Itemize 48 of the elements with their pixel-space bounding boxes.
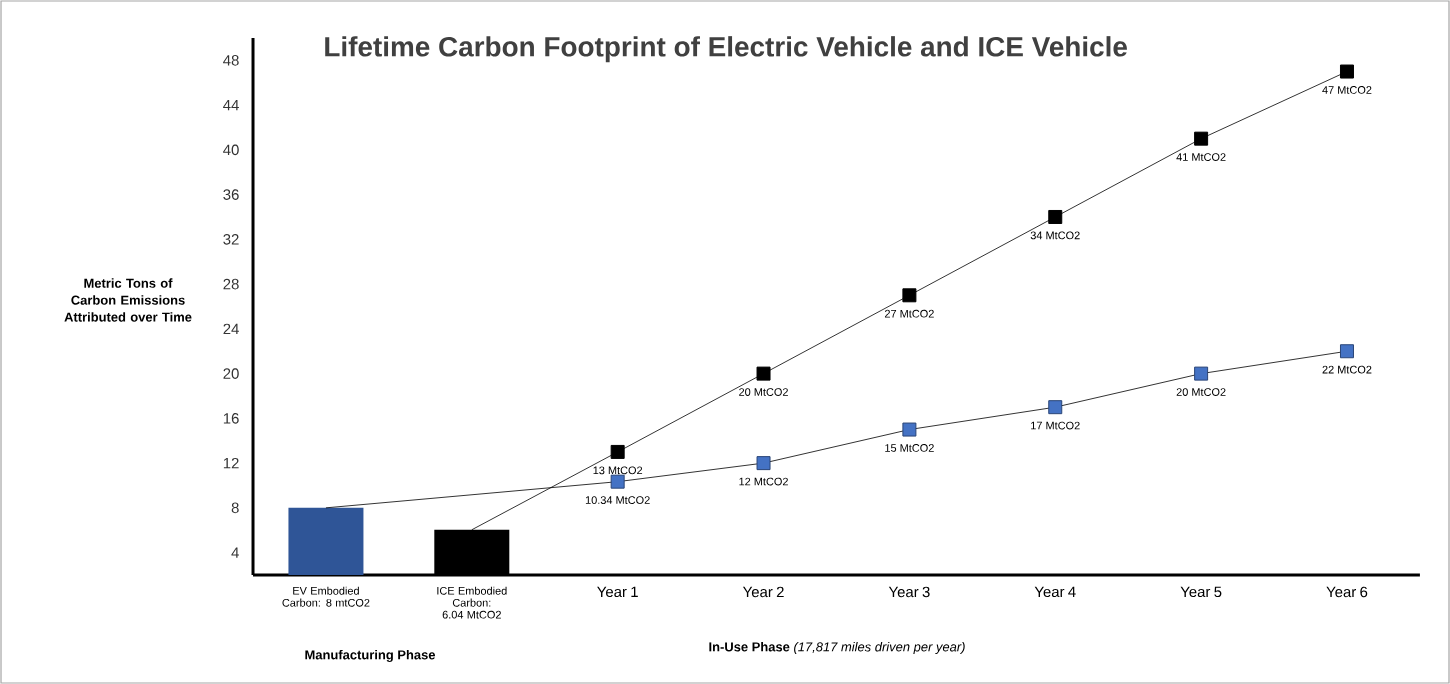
point xyxy=(902,422,917,437)
x-tick-label: Year 6 xyxy=(1326,586,1368,598)
text: In-Use Phase (17,817 miles driven per year) xyxy=(709,641,965,655)
point xyxy=(1048,400,1063,415)
point xyxy=(610,444,625,459)
x-tick-label: Year 3 xyxy=(888,586,930,598)
data-label: 27 MtCO2 xyxy=(884,309,934,318)
data-label: 15 MtCO2 xyxy=(885,444,934,452)
x-tick-label: Year 4 xyxy=(1034,586,1076,598)
x-tick-label: ICE Embodied Carbon: 6.04 MtCO2 xyxy=(437,586,507,619)
data-label: 10.34 MtCO2 xyxy=(585,496,650,504)
point xyxy=(756,366,771,381)
y-tick-label: 32 xyxy=(223,234,239,245)
point xyxy=(1194,131,1209,146)
y-tick-label: 36 xyxy=(223,189,239,200)
point xyxy=(610,474,625,489)
x-tick-label: EV Embodied Carbon: 8 mtCO2 xyxy=(282,586,370,607)
y-tick-label: 8 xyxy=(231,502,239,514)
y-tick-label: 48 xyxy=(223,55,239,66)
y-tick-label: 12 xyxy=(223,457,239,469)
chart-title: Lifetime Carbon Footprint of Electric Vehicle and ICE Vehicle xyxy=(325,36,1127,63)
data-label: 34 MtCO2 xyxy=(1030,231,1080,240)
point xyxy=(902,288,917,303)
y-tick-label: 20 xyxy=(223,368,239,379)
x-tick-label: Year 1 xyxy=(597,586,638,598)
y-tick-label: 4 xyxy=(231,547,239,558)
point xyxy=(1194,366,1209,381)
point xyxy=(1339,64,1354,79)
point xyxy=(1048,209,1063,224)
y-tick-label: 28 xyxy=(223,278,239,290)
text: Manufacturing Phase xyxy=(305,649,436,663)
x-tick-label: Year 2 xyxy=(742,586,784,598)
y-axis-title: Metric Tons of Carbon Emissions Attributed over Time xyxy=(64,278,192,322)
y-tick-label: 24 xyxy=(223,323,239,335)
data-label: 13 MtCO2 xyxy=(593,466,643,475)
y-tick-label: 16 xyxy=(223,413,239,424)
data-label: 20 MtCO2 xyxy=(1176,388,1226,396)
x-tick-label: Year 5 xyxy=(1180,586,1222,598)
data-label: 41 MtCO2 xyxy=(1176,153,1226,161)
data-label: 17 MtCO2 xyxy=(1031,421,1080,430)
data-label: 22 MtCO2 xyxy=(1322,365,1372,374)
point xyxy=(1339,344,1354,359)
data-label: 47 MtCO2 xyxy=(1322,86,1372,94)
data-label: 20 MtCO2 xyxy=(739,388,788,396)
point xyxy=(756,456,771,471)
y-tick-label: 44 xyxy=(223,99,239,111)
data-label: 12 MtCO2 xyxy=(739,477,788,486)
y-tick-label: 40 xyxy=(223,144,239,156)
